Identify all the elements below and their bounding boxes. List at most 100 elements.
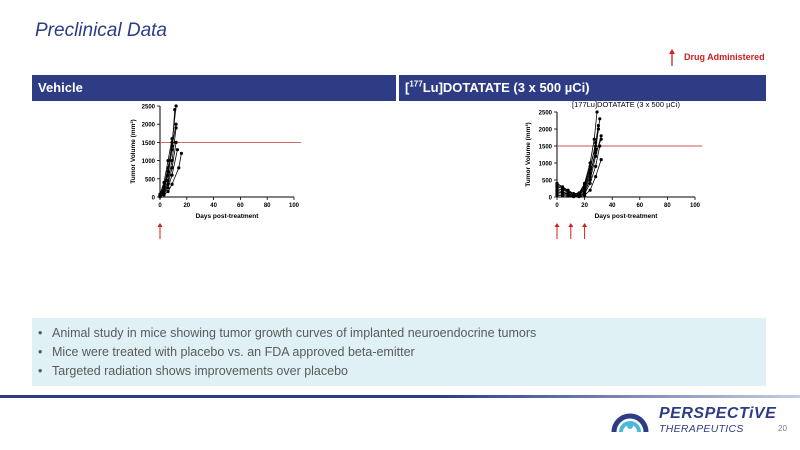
header-bracket: [ <box>405 80 410 95</box>
footer-divider <box>0 395 800 398</box>
data-point <box>174 104 178 108</box>
data-point <box>555 183 559 187</box>
x-tick-label: 80 <box>664 203 671 209</box>
bullet-item: • Mice were treated with placebo vs. an F… <box>38 345 415 359</box>
data-point <box>599 137 603 141</box>
data-point <box>594 151 598 155</box>
y-tick-label: 1500 <box>539 145 553 151</box>
y-tick-label: 1000 <box>142 159 156 165</box>
data-point <box>566 194 570 198</box>
data-point <box>566 189 570 193</box>
data-point <box>174 140 178 144</box>
data-point <box>560 188 565 192</box>
y-axis-label: Tumor Volume (mm³) <box>525 122 532 186</box>
data-point <box>166 189 170 194</box>
dosing-arrow-head <box>568 223 574 227</box>
x-tick-label: 60 <box>237 203 244 209</box>
data-point <box>599 158 603 162</box>
data-point <box>166 186 170 190</box>
data-point <box>592 137 596 141</box>
data-point <box>162 193 166 197</box>
data-point <box>170 137 174 141</box>
data-point <box>583 186 587 191</box>
slide-title: Preclinical Data <box>35 20 167 41</box>
y-tick-label: 500 <box>542 179 553 185</box>
data-point <box>170 166 174 170</box>
legend-label: Drug Administered <box>684 52 765 62</box>
data-point <box>594 164 598 168</box>
dosing-arrow-head <box>582 223 588 227</box>
y-tick-label: 2500 <box>142 105 156 111</box>
data-point <box>571 192 576 196</box>
x-tick-label: 20 <box>581 203 588 209</box>
data-point <box>599 134 603 138</box>
x-tick-label: 20 <box>183 203 190 209</box>
data-point <box>594 175 598 179</box>
data-point <box>158 192 162 196</box>
x-tick-label: 100 <box>289 203 300 209</box>
y-axis-label: Tumor Volume (mm³) <box>130 119 137 183</box>
x-axis-label: Days post-treatment <box>196 213 260 220</box>
data-point <box>162 180 166 185</box>
data-point <box>598 117 602 121</box>
data-point <box>588 164 592 168</box>
data-point <box>595 110 599 114</box>
vehicle-header: Vehicle <box>32 75 396 101</box>
data-point <box>577 195 581 199</box>
chart-svg: [177Lu]DOTATATE (3 x 500 µCi) 0 500 1000 150… <box>525 100 702 239</box>
y-tick-label: 1500 <box>142 141 156 147</box>
data-point <box>588 171 592 175</box>
data-point <box>170 173 174 177</box>
data-point <box>596 127 600 131</box>
logo-subtitle: THERAPEUTICS <box>659 423 744 435</box>
data-point <box>173 108 177 112</box>
y-tick-label: 500 <box>145 177 156 183</box>
x-axis-label: Days post-treatment <box>595 213 659 220</box>
bullet-item: • Animal study in mice showing tumor grow… <box>38 326 537 340</box>
logo-name: PERSPECTiVE <box>659 405 777 422</box>
data-point <box>175 148 180 152</box>
y-tick-label: 2000 <box>539 128 553 134</box>
x-tick-label: 40 <box>609 203 616 209</box>
x-tick-label: 0 <box>158 203 162 209</box>
x-tick-label: 80 <box>264 203 271 209</box>
chart-svg: 0 500 1000 1500 2000 2500 0 20 40 60 80 100 Days pos… <box>130 104 301 239</box>
data-point <box>560 185 565 190</box>
data-point <box>583 193 587 197</box>
bullet-item: • Targeted radiation shows improvements o… <box>38 364 348 378</box>
chart-title: [177Lu]DOTATATE (3 x 500 µCi) <box>572 100 680 109</box>
x-tick-label: 40 <box>210 203 217 209</box>
dotatate-tumor-growth-chart: [177Lu]DOTATATE (3 x 500 µCi) 0 500 1000 150… <box>520 98 710 243</box>
data-point <box>555 186 559 191</box>
data-point <box>555 193 559 197</box>
data-point <box>571 195 576 199</box>
y-tick-label: 2000 <box>142 123 156 129</box>
summary-bullets: • Animal study in mice showing tumor grow… <box>32 318 766 386</box>
data-point <box>174 122 178 126</box>
y-tick-label: 1000 <box>539 162 553 168</box>
data-point <box>158 195 162 199</box>
data-point <box>598 144 602 148</box>
page-number: 20 <box>778 424 787 433</box>
data-point <box>577 192 581 196</box>
data-point <box>588 188 592 192</box>
vehicle-tumor-growth-chart: 0 500 1000 1500 2000 2500 0 20 40 60 80 100 Days pos… <box>125 100 315 245</box>
logo-mark-icon <box>611 413 649 433</box>
series-line <box>556 118 601 196</box>
dosing-arrow-head <box>157 223 163 227</box>
company-logo: PERSPECTiVE THERAPEUTICS <box>610 404 776 438</box>
dosing-arrow-head <box>554 223 560 227</box>
data-point <box>166 159 170 163</box>
x-tick-label: 0 <box>555 203 559 209</box>
dotatate-header: [177Lu]DOTATATE (3 x 500 µCi) <box>399 75 766 101</box>
y-tick-label: 0 <box>152 196 156 202</box>
y-tick-label: 0 <box>549 196 553 202</box>
header-isotope-mass: 177 <box>409 79 423 89</box>
data-point <box>596 124 600 128</box>
header-drug-name: Lu]DOTATATE (3 x 500 µCi) <box>422 80 590 95</box>
data-point <box>588 181 592 185</box>
red-up-arrow-icon <box>669 49 675 66</box>
data-point <box>594 144 598 148</box>
data-point <box>170 182 174 186</box>
data-point <box>583 183 587 187</box>
